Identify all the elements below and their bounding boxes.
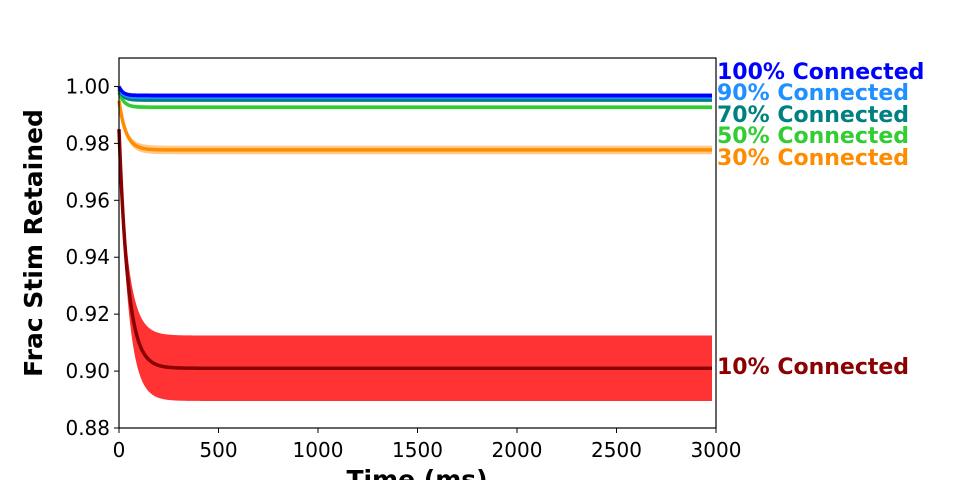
x-axis-ticks: 0 500 1000 1500 2000 2500 3000 <box>113 428 742 462</box>
x-tick-label: 2500 <box>591 438 642 462</box>
x-tick-label: 1000 <box>293 438 344 462</box>
confidence-bands <box>119 86 713 401</box>
y-tick-label: 0.94 <box>65 245 110 269</box>
y-tick-label: 1.00 <box>65 74 110 98</box>
x-tick-label: 500 <box>199 438 237 462</box>
series-label-3: 50% Connected <box>717 124 909 149</box>
series-label-6: 100% Connected <box>717 60 924 85</box>
y-axis-title: Frac Stim Retained <box>19 109 48 377</box>
series-label-4: 70% Connected <box>717 103 909 128</box>
series-label-5: 90% Connected <box>717 81 909 106</box>
line-series-4 <box>117 88 713 102</box>
x-tick-label: 3000 <box>691 438 742 462</box>
line-series-3 <box>117 91 713 109</box>
y-tick-label: 0.98 <box>65 131 110 155</box>
line-series-1 <box>117 129 713 370</box>
series-lines <box>117 85 713 370</box>
x-axis-title: Time (ms) <box>346 465 487 480</box>
line-series-6 <box>117 85 713 98</box>
y-tick-label: 0.88 <box>65 416 110 440</box>
series-label-2: 30% Connected <box>717 146 909 171</box>
y-tick-label: 0.90 <box>65 359 110 383</box>
line-series-2 <box>117 100 713 152</box>
band-series-1 <box>119 129 713 401</box>
x-tick-label: 0 <box>113 438 126 462</box>
x-tick-label: 2000 <box>492 438 543 462</box>
y-tick-label: 0.96 <box>65 188 110 212</box>
y-tick-label: 0.92 <box>65 302 110 326</box>
series-label-1: 10% Connected <box>717 355 909 380</box>
x-tick-label: 1500 <box>392 438 443 462</box>
y-axis-ticks: 0.88 0.90 0.92 0.94 0.96 0.98 1.00 <box>65 74 119 440</box>
